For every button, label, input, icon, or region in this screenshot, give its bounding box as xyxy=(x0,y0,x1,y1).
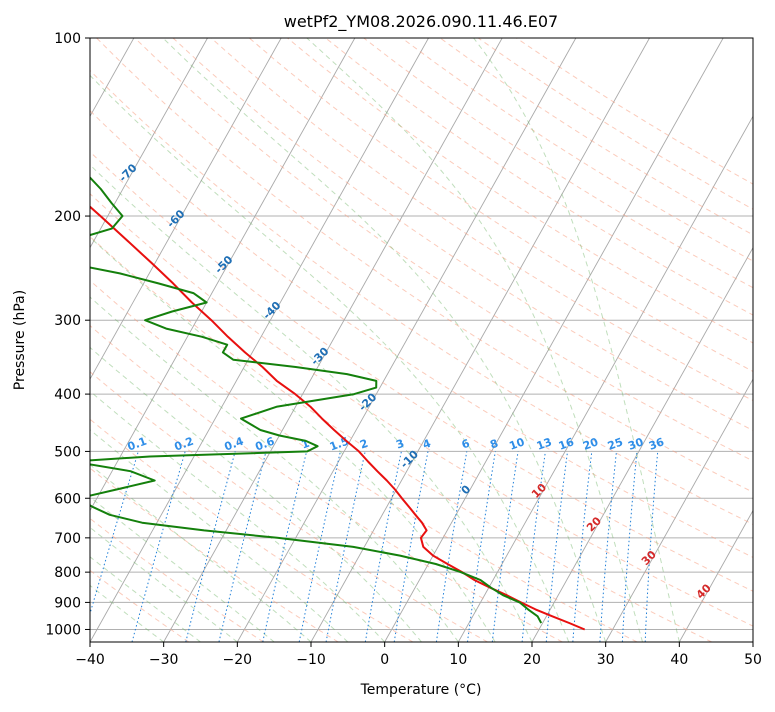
isotherm-label: 30 xyxy=(639,548,659,568)
mixing-ratio-label: 0.4 xyxy=(223,435,246,454)
dry-adiabat xyxy=(249,38,775,642)
y-tick-label: 600 xyxy=(54,491,81,507)
x-tick-label: 40 xyxy=(670,652,688,668)
temperature-line xyxy=(41,38,585,630)
mixing-ratio-label: 20 xyxy=(581,435,600,453)
isotherm-line xyxy=(16,38,355,642)
mixing-ratio-label: 4 xyxy=(421,437,433,452)
isotherm-line xyxy=(237,38,576,642)
y-tick-label: 1000 xyxy=(45,622,81,638)
mixing-ratio-label: 36 xyxy=(647,435,666,453)
dry-adiabat xyxy=(20,38,775,642)
moist-adiabat xyxy=(0,38,458,642)
mixing-ratio-label: 3 xyxy=(394,437,406,452)
x-tick-label: 0 xyxy=(380,652,389,668)
dry-adiabat xyxy=(0,38,338,642)
mixing-ratio-label: 10 xyxy=(507,435,526,453)
moist-adiabat xyxy=(0,38,532,642)
dry-adiabat xyxy=(59,38,775,642)
background-lines xyxy=(0,38,775,642)
x-tick-label: 30 xyxy=(597,652,615,668)
y-axis: 100 200 300 400 500 600 700 800 900 1000 xyxy=(45,31,90,638)
dry-adiabat xyxy=(440,38,775,642)
moist-adiabat xyxy=(0,38,385,642)
x-tick-label: −20 xyxy=(223,652,253,668)
moist-adiabat xyxy=(0,38,348,642)
dry-adiabat xyxy=(402,38,775,642)
dry-adiabat xyxy=(0,38,189,642)
x-axis-label: Temperature (°C) xyxy=(360,682,482,698)
x-tick-label: 50 xyxy=(744,652,762,668)
mixing-ratio-line xyxy=(600,451,617,642)
isotherm-line xyxy=(0,38,60,642)
isotherm-line xyxy=(679,38,775,642)
mixing-ratio-label: 25 xyxy=(606,435,625,452)
mixing-ratio-line xyxy=(263,451,307,642)
mixing-ratio-label: 0.1 xyxy=(126,435,149,454)
isotherm-label: 20 xyxy=(584,514,604,534)
mixing-ratio-label: 13 xyxy=(535,435,554,452)
x-tick-label: −10 xyxy=(296,652,326,668)
chart-title: wetPf2_YM08.2026.090.11.46.E07 xyxy=(284,12,558,32)
y-tick-label: 300 xyxy=(54,313,81,329)
y-tick-label: 700 xyxy=(54,531,81,547)
y-tick-label: 200 xyxy=(54,209,81,225)
plot-frame xyxy=(90,38,753,642)
isotherm-label: 0 xyxy=(459,482,474,497)
dry-adiabat xyxy=(0,38,264,642)
moist-adiabat xyxy=(0,38,495,642)
dry-adiabat xyxy=(0,38,413,642)
mixing-ratio-line xyxy=(573,451,592,642)
dry-adiabat xyxy=(0,38,488,642)
y-tick-label: 800 xyxy=(54,565,81,581)
isotherm-line xyxy=(532,38,775,642)
mixing-ratio-label: 0.6 xyxy=(253,435,276,454)
isotherm-line xyxy=(753,38,775,642)
y-tick-label: 100 xyxy=(54,31,81,47)
mixing-ratio-line xyxy=(492,451,518,642)
y-tick-label: 900 xyxy=(54,595,81,611)
mixing-ratio-line xyxy=(645,451,658,642)
mixing-ratio-label: 2 xyxy=(358,437,370,452)
y-tick-label: 500 xyxy=(54,444,81,460)
moist-adiabat xyxy=(0,38,201,642)
x-axis: −40 −30 −20 −10 0 10 20 30 40 50 xyxy=(75,642,762,668)
mixing-ratio-label: 30 xyxy=(626,435,645,453)
dry-adiabat xyxy=(173,38,775,642)
mixing-ratio-label: 1.5 xyxy=(328,435,351,454)
moist-adiabat xyxy=(0,38,237,642)
mixing-ratio-line xyxy=(132,451,185,642)
isotherm-line xyxy=(606,38,775,642)
x-tick-label: 10 xyxy=(449,652,467,668)
dry-adiabat xyxy=(364,38,775,642)
mixing-ratio-line xyxy=(219,451,266,642)
y-tick-label: 400 xyxy=(54,387,81,403)
y-axis-label: Pressure (hPa) xyxy=(12,290,28,390)
mixing-ratio-line xyxy=(468,451,496,642)
x-tick-label: −30 xyxy=(149,652,179,668)
mixing-ratio-line xyxy=(299,451,340,642)
x-tick-label: −40 xyxy=(75,652,105,668)
mixing-ratio-label: 0.2 xyxy=(173,435,196,454)
moist-adiabat xyxy=(55,38,569,642)
mixing-ratio-label: 6 xyxy=(460,437,472,452)
moist-adiabat xyxy=(0,38,311,642)
dry-adiabat xyxy=(326,38,775,642)
isotherm-line xyxy=(0,38,208,642)
profile-series xyxy=(29,38,585,630)
moist-adiabat xyxy=(307,38,643,642)
dry-adiabat xyxy=(0,38,562,642)
dry-adiabat xyxy=(211,38,775,642)
isotherm-label: -90 xyxy=(20,69,43,92)
isotherm-label: -80 xyxy=(68,115,91,138)
x-tick-label: 20 xyxy=(523,652,541,668)
moist-adiabat xyxy=(0,38,274,642)
